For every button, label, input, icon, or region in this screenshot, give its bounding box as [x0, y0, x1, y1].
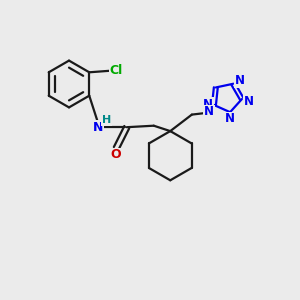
Text: N: N — [93, 121, 104, 134]
Text: N: N — [203, 98, 213, 111]
Text: O: O — [110, 148, 121, 161]
Text: N: N — [224, 112, 235, 125]
Text: H: H — [102, 115, 111, 125]
Text: N: N — [204, 105, 214, 118]
Text: Cl: Cl — [110, 64, 123, 77]
Text: N: N — [244, 95, 254, 108]
Text: N: N — [235, 74, 245, 87]
